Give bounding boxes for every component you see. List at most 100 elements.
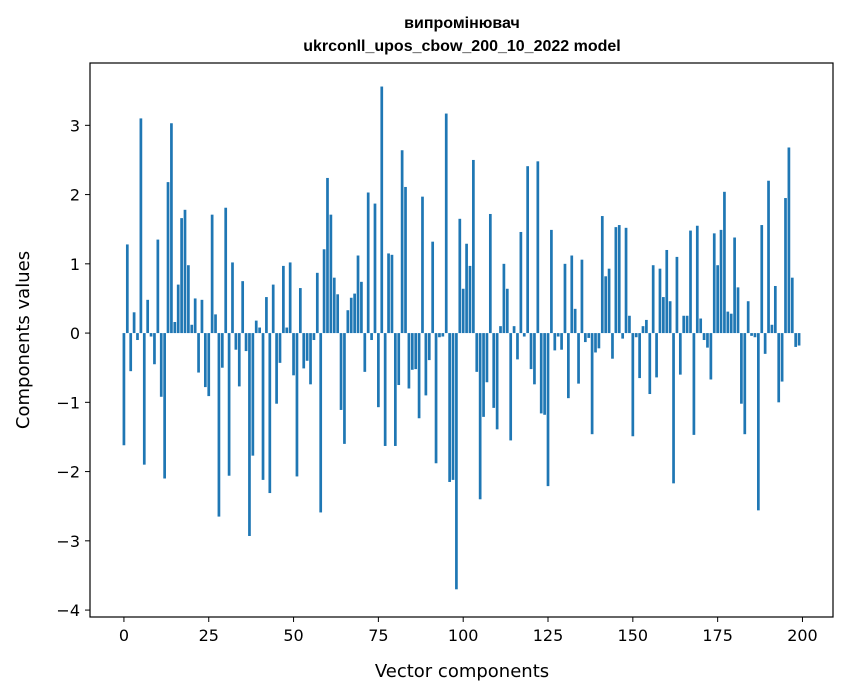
bar-81 — [397, 333, 401, 386]
bar-199 — [797, 333, 801, 346]
bar-138 — [590, 333, 594, 435]
bars-group — [122, 86, 801, 590]
y-tick-label: 0 — [70, 324, 80, 343]
bar-177 — [723, 191, 726, 334]
bar-168 — [692, 333, 696, 435]
bar-87 — [417, 333, 421, 419]
bar-55 — [309, 333, 312, 385]
bar-54 — [305, 333, 309, 361]
bar-136 — [583, 333, 587, 343]
bar-162 — [672, 333, 675, 484]
bar-9 — [153, 333, 156, 365]
bar-37 — [248, 333, 251, 536]
bar-155 — [648, 333, 652, 395]
bar-113 — [505, 288, 509, 334]
x-tick-label: 175 — [702, 626, 733, 645]
bar-29 — [220, 333, 224, 368]
bar-56 — [312, 333, 316, 341]
bar-111 — [499, 326, 502, 334]
bar-78 — [387, 253, 390, 334]
bar-5 — [139, 118, 143, 334]
bar-126 — [550, 229, 553, 334]
bar-2 — [129, 333, 133, 372]
y-tick-label: −1 — [56, 393, 80, 412]
bar-129 — [560, 333, 563, 350]
bar-77 — [383, 333, 387, 446]
bar-34 — [237, 333, 241, 387]
y-tick-label: 3 — [70, 116, 80, 135]
bar-183 — [743, 333, 747, 435]
bar-115 — [512, 326, 516, 334]
bar-173 — [709, 333, 713, 380]
bar-191 — [770, 324, 774, 334]
bar-7 — [146, 299, 150, 334]
bar-139 — [594, 333, 597, 353]
bar-124 — [543, 333, 546, 415]
bar-86 — [414, 333, 418, 370]
bar-11 — [159, 333, 163, 397]
bar-73 — [370, 333, 373, 341]
bar-58 — [319, 333, 323, 513]
bar-44 — [271, 284, 275, 334]
bar-123 — [539, 333, 543, 414]
bar-1 — [125, 244, 129, 334]
y-tick-label: −3 — [56, 532, 80, 551]
bar-172 — [706, 333, 709, 348]
x-tick-label: 50 — [283, 626, 303, 645]
bar-26 — [210, 214, 214, 334]
bar-170 — [699, 318, 703, 334]
bar-197 — [790, 277, 794, 334]
bar-189 — [763, 333, 767, 354]
bar-169 — [695, 225, 699, 334]
bar-157 — [655, 333, 658, 378]
bar-164 — [678, 333, 682, 375]
bar-166 — [685, 315, 689, 334]
bar-91 — [431, 241, 435, 334]
bar-0 — [122, 333, 126, 446]
bar-83 — [404, 186, 407, 334]
bar-180 — [733, 237, 736, 334]
bar-178 — [726, 311, 730, 334]
y-tick-label: 1 — [70, 255, 80, 274]
bar-41 — [261, 333, 265, 480]
bar-8 — [149, 333, 153, 337]
bar-13 — [166, 182, 170, 334]
bar-97 — [451, 333, 455, 480]
bar-185 — [750, 333, 753, 336]
bar-122 — [536, 161, 540, 334]
bar-79 — [390, 254, 394, 334]
bar-60 — [326, 177, 329, 334]
bar-107 — [485, 333, 489, 383]
bar-174 — [712, 233, 716, 334]
bar-49 — [288, 262, 292, 334]
bar-57 — [315, 272, 319, 334]
bar-18 — [183, 209, 187, 334]
bar-50 — [292, 333, 295, 376]
bar-59 — [322, 249, 326, 334]
chart-subtitle: ukrconll_upos_cbow_200_10_2022 model — [303, 38, 620, 55]
bar-85 — [410, 333, 414, 370]
bar-98 — [455, 333, 458, 590]
bar-109 — [492, 333, 496, 408]
y-axis-ticks: −4 −3 −2 −1 0 1 2 3 — [56, 116, 90, 620]
bar-148 — [624, 227, 628, 334]
bar-156 — [651, 265, 655, 334]
bar-88 — [421, 196, 424, 334]
x-tick-label: 125 — [533, 626, 564, 645]
bar-89 — [424, 333, 428, 396]
bar-121 — [533, 333, 536, 385]
bar-134 — [577, 333, 580, 384]
bar-33 — [234, 333, 238, 350]
bar-171 — [702, 333, 706, 341]
x-axis-label: Vector components — [375, 661, 549, 682]
bar-66 — [346, 310, 350, 334]
plot-frame — [89, 62, 834, 618]
chart-title: випромінювач — [404, 15, 520, 32]
bar-105 — [478, 333, 482, 500]
bar-17 — [180, 218, 183, 334]
bar-62 — [332, 277, 336, 334]
bar-93 — [438, 333, 441, 338]
bar-114 — [509, 333, 513, 441]
bar-70 — [360, 281, 363, 334]
